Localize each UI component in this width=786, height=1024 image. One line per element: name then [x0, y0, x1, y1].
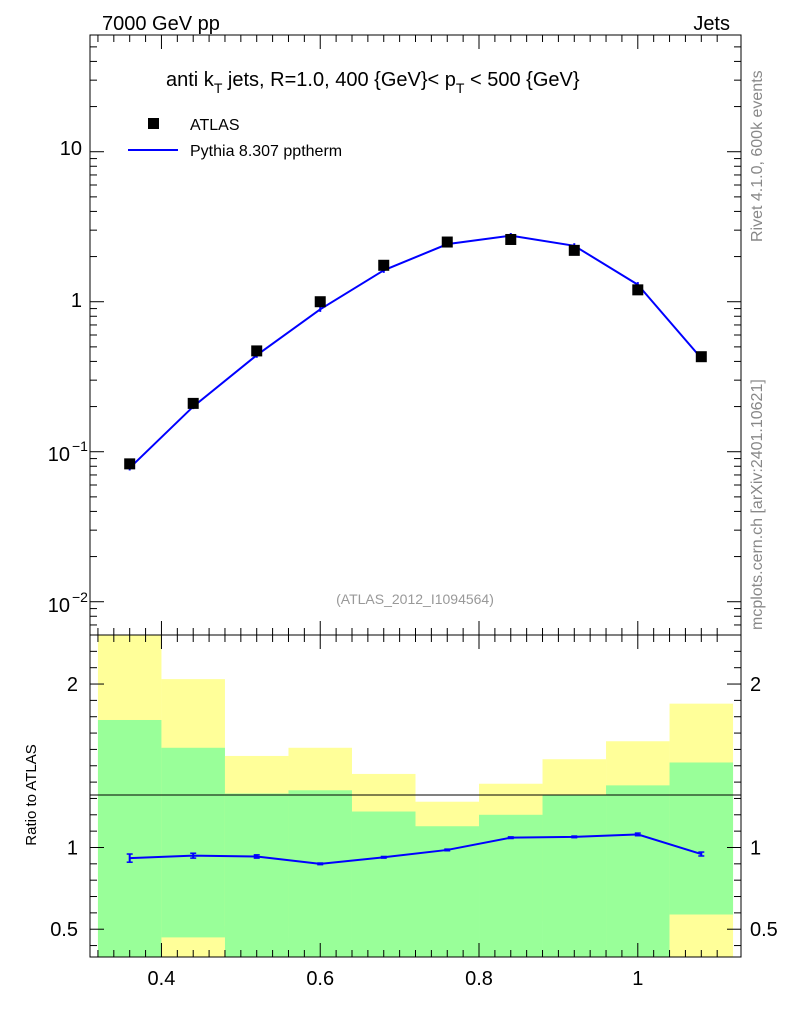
x-tick-label: 0.4 — [148, 968, 176, 990]
header-right-label: Jets — [693, 13, 730, 35]
pythia-series-line — [129, 234, 703, 469]
atlas-data-point — [251, 345, 263, 357]
atlas-data-point — [441, 236, 453, 248]
atlas-data-point — [124, 458, 136, 470]
y-tick-label-0.1-exp: −1 — [72, 438, 88, 454]
atlas-data-point — [632, 284, 644, 296]
legend-atlas-marker — [148, 118, 159, 129]
analysis-label: (ATLAS_2012_I1094564) — [336, 591, 494, 607]
ratio-y-tick-label-right: 2 — [750, 674, 761, 696]
atlas-data-point — [187, 397, 199, 409]
x-tick-label: 0.6 — [306, 968, 334, 990]
y-tick-label-1: 1 — [71, 290, 82, 312]
rivet-side-label: Rivet 4.1.0, 600k events — [749, 70, 766, 242]
y-tick-label-0.01: 10 — [48, 595, 70, 617]
title-part-a: anti k — [166, 69, 215, 91]
title-part-b: jets, R=1.0, 400 {GeV}< p — [222, 69, 456, 91]
ratio-axis-ticks: 0.4 0.6 0.8 1 0.5 0.5 1 1 2 2 — [50, 635, 778, 990]
ratio-y-tick-label: 0.5 — [50, 919, 78, 941]
atlas-data-point — [568, 244, 580, 256]
ratio-data-layer — [126, 832, 705, 866]
legend-atlas-label: ATLAS — [190, 117, 240, 134]
main-panel-frame — [89, 34, 742, 636]
ratio-band-1sigma — [415, 826, 480, 957]
atlas-data-point — [314, 296, 326, 308]
y-tick-label-10: 10 — [60, 138, 82, 160]
ratio-band-1sigma — [606, 785, 670, 957]
atlas-data-point — [378, 259, 390, 271]
main-plot-title: anti kT jets, R=1.0, 400 {GeV}< pT < 500… — [166, 69, 580, 96]
main-data-layer — [124, 233, 707, 471]
x-tick-label: 0.8 — [465, 968, 493, 990]
ratio-band-1sigma — [669, 762, 734, 915]
ratio-band-1sigma — [542, 795, 607, 957]
ratio-band-1sigma — [288, 790, 352, 957]
legend-pythia-label: Pythia 8.307 pptherm — [190, 143, 342, 160]
main-axis-ticks — [90, 34, 741, 636]
ratio-bands — [97, 635, 734, 957]
ratio-y-tick-label: 2 — [67, 674, 78, 696]
header-left-label: 7000 GeV pp — [102, 13, 220, 35]
title-sub-b: T — [456, 80, 465, 96]
title-part-c: < 500 {GeV} — [464, 69, 579, 91]
ratio-y-tick-label-right: 1 — [750, 837, 761, 859]
ratio-band-1sigma — [97, 719, 162, 957]
ratio-band-1sigma — [224, 793, 289, 957]
ratio-panel: 0.4 0.6 0.8 1 0.5 0.5 1 1 2 2 Ratio to ATLAS — [23, 634, 778, 990]
ratio-series-line — [129, 833, 702, 865]
mcplots-side-label: mcplots.cern.ch [arXiv:2401.10621] — [749, 379, 766, 630]
y-tick-label-0.01-base: 10 — [48, 595, 70, 617]
main-panel: anti kT jets, R=1.0, 400 {GeV}< pT < 500… — [48, 34, 742, 636]
ratio-band-1sigma — [351, 811, 416, 957]
ratio-y-tick-label: 1 — [67, 837, 78, 859]
y-tick-label-0.01-exp: −2 — [72, 589, 88, 605]
atlas-data-point — [695, 351, 707, 363]
ratio-band-1sigma — [161, 747, 225, 938]
ratio-y-axis-label: Ratio to ATLAS — [23, 744, 40, 845]
x-tick-label: 1 — [632, 968, 643, 990]
atlas-data-point — [505, 233, 517, 245]
ratio-y-tick-label-right: 0.5 — [750, 919, 778, 941]
y-tick-label-0.1: 10 — [48, 444, 70, 466]
y-tick-label-0.1-base: 10 — [48, 444, 70, 466]
title-sub-a: T — [214, 80, 223, 96]
ratio-panel-frame — [89, 634, 742, 958]
